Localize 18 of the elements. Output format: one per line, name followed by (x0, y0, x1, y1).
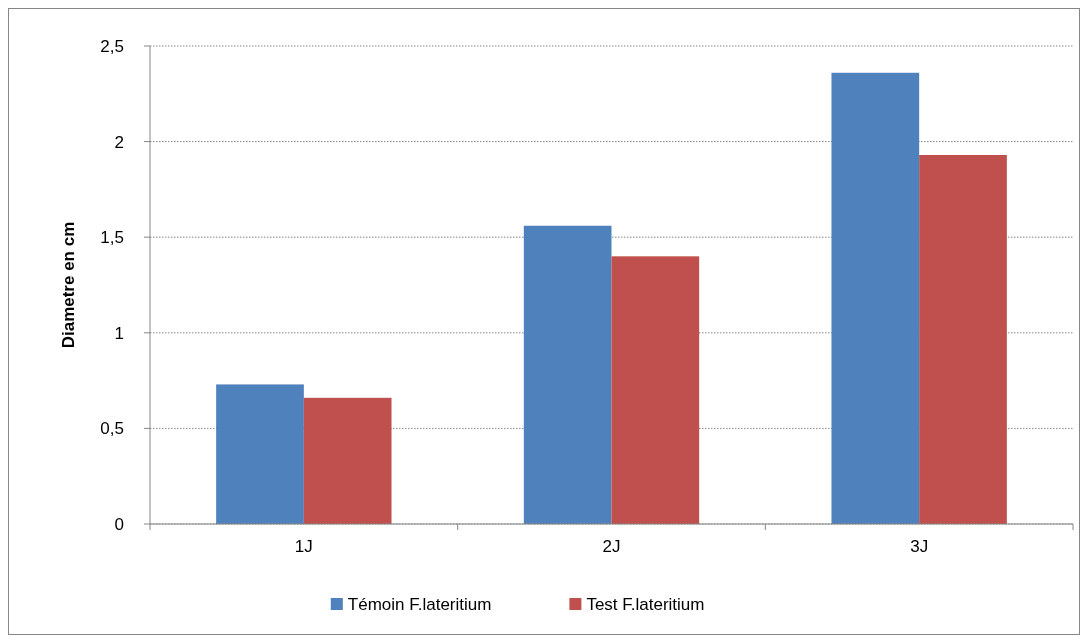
bar (303, 397, 392, 524)
bar (831, 72, 920, 524)
y-tick-label: 1,5 (100, 228, 124, 248)
legend-label: Test F.lateritium (586, 594, 705, 614)
x-tick-label: 1J (294, 537, 313, 556)
y-tick-label: 2 (114, 132, 124, 152)
bar (523, 225, 612, 524)
y-tick-label: 0 (114, 514, 124, 534)
bar (611, 256, 700, 524)
y-axis-title: Diametre en cm (59, 221, 78, 349)
y-tick-label: 2,5 (100, 36, 124, 56)
legend-label: Témoin F.lateritium (347, 594, 492, 614)
y-tick-label: 0,5 (100, 419, 124, 439)
x-tick-label: 3J (910, 537, 929, 556)
x-tick-label: 2J (602, 537, 621, 556)
y-tick-label: 1 (114, 323, 124, 343)
bar (919, 154, 1007, 524)
bar (216, 384, 304, 524)
